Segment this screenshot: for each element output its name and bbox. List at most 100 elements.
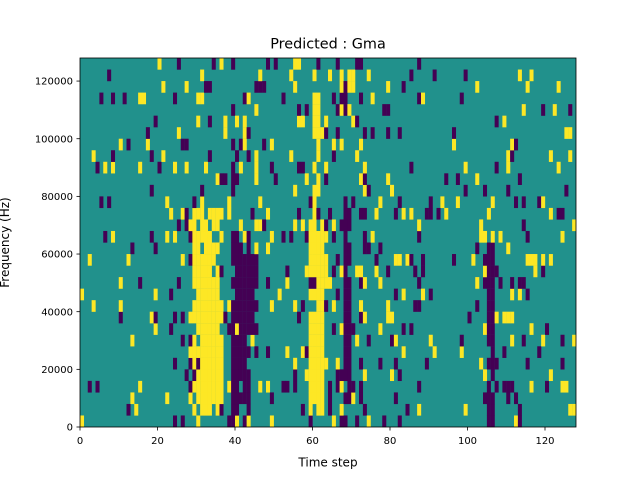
heatmap-cell xyxy=(130,242,135,255)
heatmap-cell xyxy=(297,115,302,128)
heatmap-cell xyxy=(153,242,158,255)
heatmap-cell xyxy=(564,184,569,197)
heatmap-cell xyxy=(339,104,344,116)
heatmap-cell xyxy=(347,311,352,324)
heatmap-cell xyxy=(254,173,259,185)
heatmap-cell xyxy=(320,380,325,393)
heatmap-cell xyxy=(517,403,522,416)
heatmap-cell xyxy=(200,334,205,347)
heatmap-cell xyxy=(459,92,464,105)
heatmap-cell xyxy=(180,138,185,151)
heatmap-cell xyxy=(192,357,197,370)
heatmap-cell xyxy=(269,161,274,174)
heatmap-cell xyxy=(91,300,96,312)
heatmap-cell xyxy=(490,369,495,382)
heatmap-cell xyxy=(238,334,243,347)
heatmap-cell xyxy=(510,311,515,324)
heatmap-cell xyxy=(192,369,197,382)
heatmap-cell xyxy=(238,300,243,312)
heatmap-cell xyxy=(343,207,348,220)
heatmap-cell xyxy=(188,380,193,393)
heatmap-cell xyxy=(316,357,321,370)
heatmap-cell xyxy=(316,207,321,220)
heatmap-cell xyxy=(355,58,360,70)
heatmap-cell xyxy=(390,369,395,382)
heatmap-cell xyxy=(335,357,340,370)
heatmap-cell xyxy=(514,138,519,151)
heatmap-cell xyxy=(517,277,522,289)
heatmap-cell xyxy=(246,150,251,162)
heatmap-cell xyxy=(173,357,178,370)
x-tick-label: 60 xyxy=(306,436,319,447)
heatmap-cell xyxy=(320,127,325,139)
heatmap-cell xyxy=(215,207,220,220)
heatmap-cell xyxy=(529,380,534,393)
heatmap-cell xyxy=(242,254,247,266)
heatmap-cell xyxy=(192,254,197,266)
heatmap-cell xyxy=(246,403,251,416)
heatmap-cell xyxy=(200,323,205,335)
heatmap-cell xyxy=(359,277,364,289)
heatmap-cell xyxy=(359,92,364,105)
heatmap-cell xyxy=(169,323,174,335)
heatmap-cell xyxy=(510,334,515,347)
heatmap-cell xyxy=(107,69,112,82)
heatmap-cell xyxy=(537,196,542,209)
heatmap-cell xyxy=(258,69,263,82)
heatmap-cell xyxy=(188,392,193,405)
heatmap-cell xyxy=(417,403,422,416)
heatmap-cell xyxy=(498,277,503,289)
heatmap-cell xyxy=(343,104,348,116)
heatmap-cell xyxy=(188,254,193,266)
heatmap-cell xyxy=(219,173,224,185)
x-tick-label: 40 xyxy=(229,436,242,447)
heatmap-cell xyxy=(316,311,321,324)
heatmap-cell xyxy=(486,380,491,393)
heatmap-cell xyxy=(149,150,154,162)
heatmap-cell xyxy=(568,403,573,416)
heatmap-cell xyxy=(417,277,422,289)
heatmap-cell xyxy=(200,207,205,220)
heatmap-cell xyxy=(111,92,116,105)
heatmap-cell xyxy=(362,161,367,174)
heatmap-cell xyxy=(266,277,271,289)
heatmap-cell xyxy=(494,311,499,324)
heatmap-cell xyxy=(393,254,398,266)
heatmap-cell xyxy=(200,92,205,105)
heatmap-cell xyxy=(196,380,201,393)
heatmap-cell xyxy=(200,265,205,278)
heatmap-cell xyxy=(235,334,240,347)
heatmap-cell xyxy=(475,242,480,255)
heatmap-cell xyxy=(227,323,232,335)
heatmap-cell xyxy=(231,254,236,266)
heatmap-cell xyxy=(506,392,511,405)
heatmap-cell xyxy=(138,277,143,289)
heatmap-cell xyxy=(331,300,336,312)
heatmap-cell xyxy=(347,219,352,232)
heatmap-cell xyxy=(351,380,356,393)
heatmap-cell xyxy=(184,161,189,174)
heatmap-cell xyxy=(211,392,216,405)
heatmap-cell xyxy=(347,277,352,289)
heatmap-cell xyxy=(138,161,143,174)
heatmap-cell xyxy=(219,403,224,416)
heatmap-cell xyxy=(316,277,321,289)
heatmap-cell xyxy=(343,346,348,358)
heatmap-cell xyxy=(235,254,240,266)
heatmap-cell xyxy=(169,207,174,220)
heatmap-cells xyxy=(80,58,577,428)
heatmap-cell xyxy=(490,311,495,324)
heatmap-cell xyxy=(467,311,472,324)
heatmap-cell xyxy=(246,323,251,335)
heatmap-cell xyxy=(343,242,348,255)
heatmap-cell xyxy=(572,334,577,347)
heatmap-cell xyxy=(560,207,565,220)
heatmap-cell xyxy=(308,334,313,347)
heatmap-cell xyxy=(219,380,224,393)
heatmap-cell xyxy=(428,207,433,220)
heatmap-cell xyxy=(250,288,255,301)
heatmap-cell xyxy=(273,58,278,70)
heatmap-cell xyxy=(347,334,352,347)
heatmap-cell xyxy=(266,242,271,255)
heatmap-cell xyxy=(231,311,236,324)
